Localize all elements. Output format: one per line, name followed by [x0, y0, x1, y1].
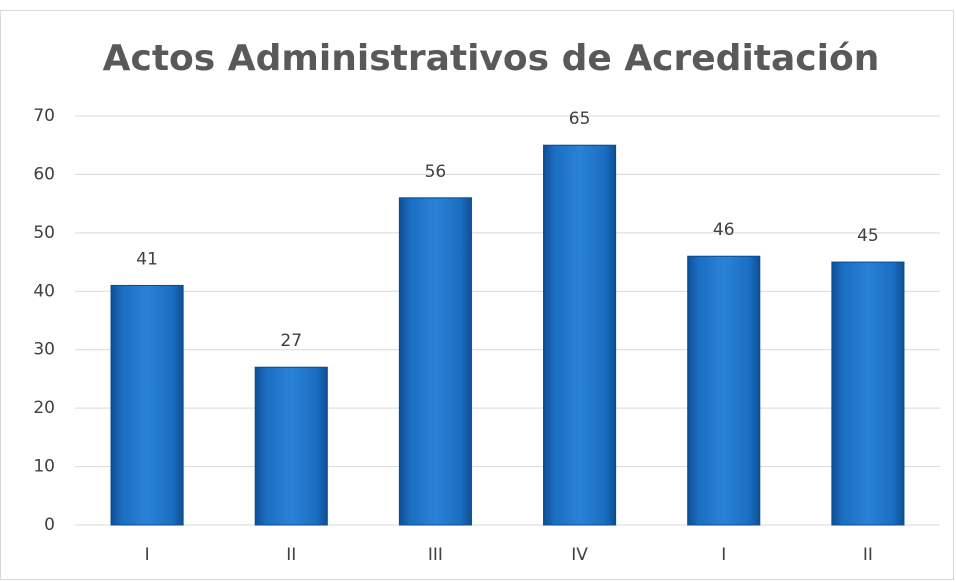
x-tick-label: I — [721, 545, 726, 565]
x-tick-label: II — [863, 545, 873, 565]
y-tick-label: 70 — [33, 106, 55, 126]
y-tick-label: 20 — [33, 398, 55, 418]
y-tick-label: 50 — [33, 223, 55, 243]
y-tick-label: 10 — [33, 457, 55, 477]
bar — [398, 197, 472, 526]
data-label: 46 — [713, 220, 735, 240]
bar — [110, 284, 184, 526]
data-label: 65 — [569, 109, 591, 129]
bar — [831, 261, 905, 526]
y-tick-label: 40 — [33, 281, 55, 301]
data-label: 27 — [280, 331, 302, 351]
x-tick-label: II — [286, 545, 296, 565]
x-tick-label: III — [428, 545, 443, 565]
y-tick-label: 30 — [33, 340, 55, 360]
x-tick-label: IV — [571, 545, 588, 565]
bar — [543, 144, 617, 526]
data-label: 56 — [425, 162, 447, 182]
bar — [687, 255, 761, 526]
y-tick-label: 60 — [33, 164, 55, 184]
x-tick-label: I — [145, 545, 150, 565]
chart-title: Actos Administrativos de Acreditación — [103, 38, 880, 79]
data-label: 41 — [136, 249, 158, 269]
data-label: 45 — [857, 226, 879, 246]
bar — [254, 366, 328, 526]
y-tick-label: 0 — [44, 515, 55, 535]
